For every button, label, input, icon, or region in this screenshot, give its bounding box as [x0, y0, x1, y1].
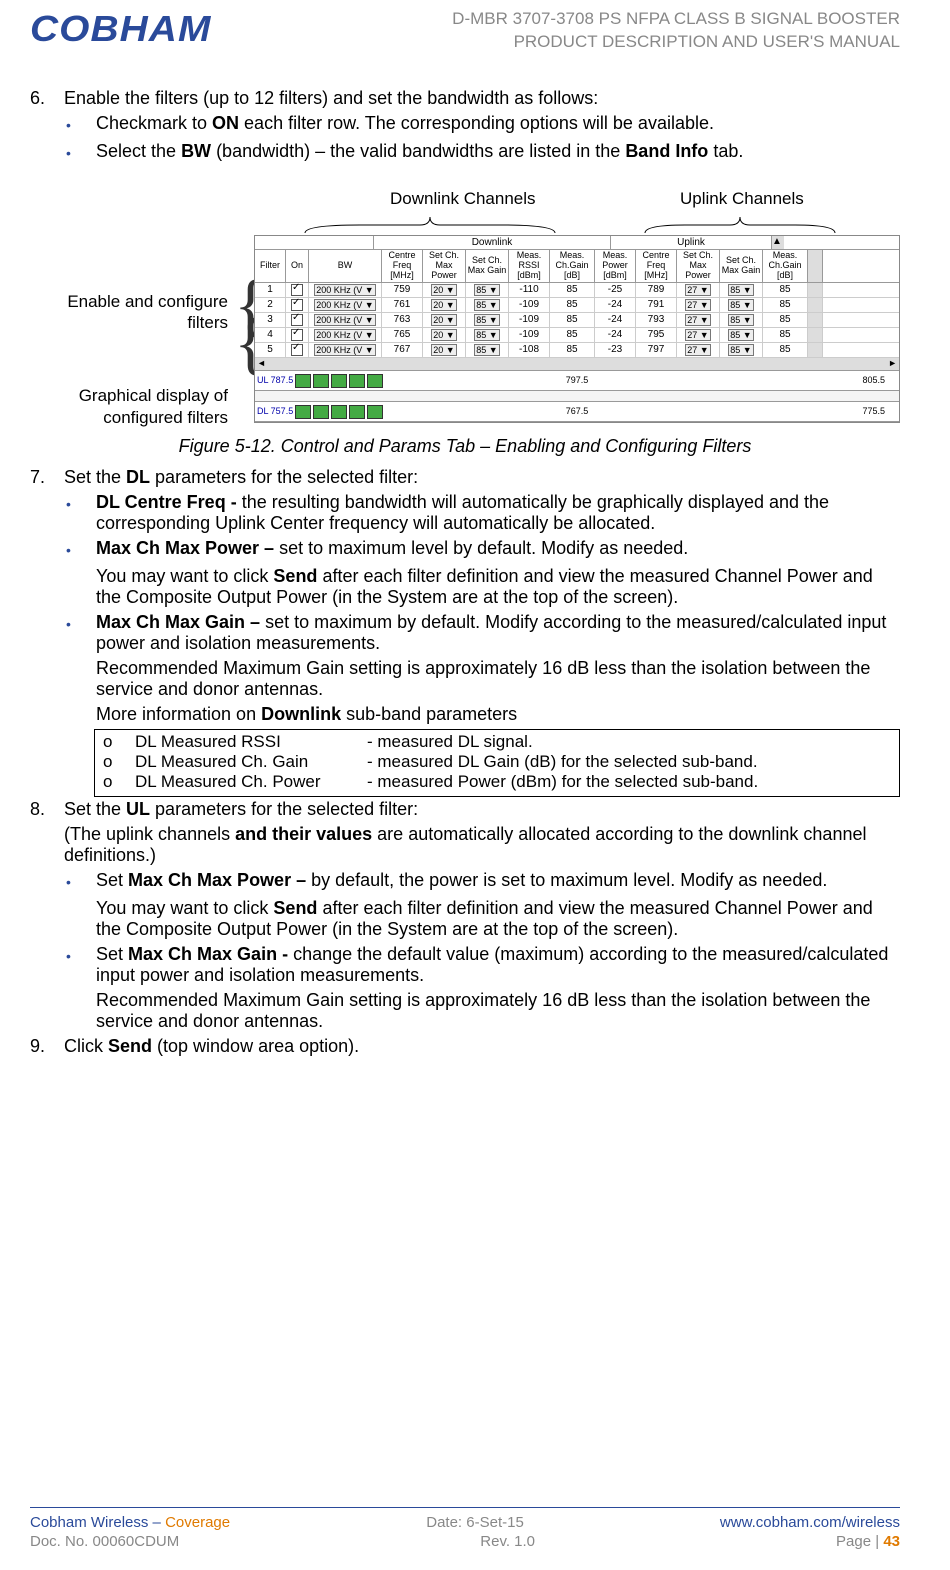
step-7-bullet-2: • Max Ch Max Power – set to maximum leve… — [66, 538, 900, 562]
downlink-channels-label: Downlink Channels — [390, 189, 536, 209]
col-ul-set-max-power: Set Ch. Max Power — [677, 250, 720, 282]
dl-info-row: oDL Measured Ch. Power- measured Power (… — [103, 772, 891, 792]
filter-config-screenshot: Downlink Uplink ▲ Filter On BW Centre Fr… — [254, 235, 900, 423]
step-7-bullet-1: • DL Centre Freq - the resulting bandwid… — [66, 492, 900, 534]
col-centre-freq: Centre Freq [MHz] — [382, 250, 423, 282]
step-6: 6. Enable the filters (up to 12 filters)… — [30, 88, 900, 109]
figure-caption: Figure 5-12. Control and Params Tab – En… — [30, 436, 900, 457]
side-label-enable: Enable and configure filters — [30, 291, 228, 334]
ul-spectrum: UL 787.5 797.5 805.5 — [255, 371, 899, 391]
col-set-max-gain: Set Ch. Max Gain — [466, 250, 509, 282]
step-6-bullet-2: • Select the BW (bandwidth) – the valid … — [66, 141, 900, 165]
filter-row: 2200 KHz (V ▼76120 ▼85 ▼-10985-2479127 ▼… — [255, 298, 899, 313]
step-8-bullet-1: • Set Max Ch Max Power – by default, the… — [66, 870, 900, 894]
header-titles: D-MBR 3707-3708 PS NFPA CLASS B SIGNAL B… — [452, 8, 900, 54]
col-bw: BW — [309, 250, 382, 282]
step-7-bullet-3: • Max Ch Max Gain – set to maximum by de… — [66, 612, 900, 654]
dl-info-row: oDL Measured RSSI- measured DL signal. — [103, 732, 891, 752]
filter-on-checkbox[interactable] — [291, 314, 303, 326]
filter-on-checkbox[interactable] — [291, 329, 303, 341]
step-6-bullet-1: • Checkmark to ON each filter row. The c… — [66, 113, 900, 137]
logo: COBHAM — [30, 8, 211, 50]
step-8-bullet-2: • Set Max Ch Max Gain - change the defau… — [66, 944, 900, 986]
bw-dropdown[interactable]: 200 KHz (V ▼ — [314, 344, 375, 356]
step-6-text: Enable the filters (up to 12 filters) an… — [64, 88, 900, 109]
filter-row: 1200 KHz (V ▼75920 ▼85 ▼-11085-2578927 ▼… — [255, 283, 899, 298]
filter-row: 5200 KHz (V ▼76720 ▼85 ▼-10885-2379727 ▼… — [255, 343, 899, 358]
bw-dropdown[interactable]: 200 KHz (V ▼ — [314, 299, 375, 311]
col-on: On — [286, 250, 309, 282]
header-line1: D-MBR 3707-3708 PS NFPA CLASS B SIGNAL B… — [452, 8, 900, 31]
col-meas-power: Meas. Power [dBm] — [595, 250, 636, 282]
side-label-graphical: Graphical display of configured filters — [30, 385, 228, 428]
uplink-group-header: Uplink — [611, 236, 772, 249]
dl-spectrum: DL 757.5 767.5 775.5 — [255, 402, 899, 422]
filter-on-checkbox[interactable] — [291, 299, 303, 311]
page-footer: Cobham Wireless – Coverage Date: 6-Set-1… — [30, 1507, 900, 1552]
bullet-dot: • — [66, 113, 96, 137]
col-set-max-power: Set Ch. Max Power — [423, 250, 466, 282]
step-9: 9. Click Send (top window area option). — [30, 1036, 900, 1057]
bullet-dot: • — [66, 141, 96, 165]
page-header: COBHAM D-MBR 3707-3708 PS NFPA CLASS B S… — [30, 0, 900, 54]
uplink-channels-label: Uplink Channels — [680, 189, 804, 209]
bw-dropdown[interactable]: 200 KHz (V ▼ — [314, 284, 375, 296]
filter-on-checkbox[interactable] — [291, 284, 303, 296]
h-scrollbar[interactable]: ◄► — [255, 358, 899, 370]
spectrum-display: UL 787.5 797.5 805.5 DL 757.5 767.5 775.… — [255, 370, 899, 422]
step-7: 7. Set the DL parameters for the selecte… — [30, 467, 900, 488]
downlink-info-box: oDL Measured RSSI- measured DL signal.oD… — [94, 729, 900, 797]
brace-icon: {{ — [234, 235, 248, 364]
filter-on-checkbox[interactable] — [291, 344, 303, 356]
col-ul-set-max-gain: Set Ch. Max Gain — [720, 250, 763, 282]
col-filter: Filter — [255, 250, 286, 282]
col-meas-gain: Meas. Ch.Gain [dB] — [550, 250, 595, 282]
bw-dropdown[interactable]: 200 KHz (V ▼ — [314, 314, 375, 326]
footer-url: www.cobham.com/wireless — [720, 1514, 900, 1531]
filter-row: 3200 KHz (V ▼76320 ▼85 ▼-10985-2479327 ▼… — [255, 313, 899, 328]
col-ul-centre-freq: Centre Freq [MHz] — [636, 250, 677, 282]
step-6-num: 6. — [30, 88, 64, 109]
figure-5-12: Downlink Channels Uplink Channels Enable… — [30, 189, 900, 428]
downlink-group-header: Downlink — [374, 236, 611, 249]
col-ul-meas-gain: Meas. Ch.Gain [dB] — [763, 250, 808, 282]
bw-dropdown[interactable]: 200 KHz (V ▼ — [314, 329, 375, 341]
col-meas-rssi: Meas. RSSI [dBm] — [509, 250, 550, 282]
step-8: 8. Set the UL parameters for the selecte… — [30, 799, 900, 820]
dl-info-row: oDL Measured Ch. Gain- measured DL Gain … — [103, 752, 891, 772]
filter-row: 4200 KHz (V ▼76520 ▼85 ▼-10985-2479527 ▼… — [255, 328, 899, 343]
header-line2: PRODUCT DESCRIPTION AND USER'S MANUAL — [452, 31, 900, 54]
